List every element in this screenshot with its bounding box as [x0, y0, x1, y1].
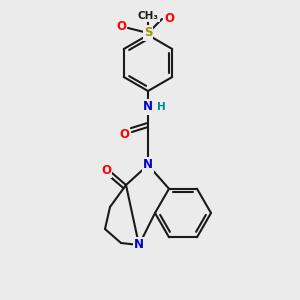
Text: O: O [164, 11, 174, 25]
Text: S: S [144, 26, 152, 40]
Text: O: O [101, 164, 111, 176]
Text: CH₃: CH₃ [137, 11, 158, 21]
Text: H: H [157, 102, 166, 112]
Text: N: N [143, 100, 153, 113]
Text: O: O [116, 20, 126, 34]
Text: N: N [143, 158, 153, 172]
Text: O: O [119, 128, 129, 140]
Text: N: N [134, 238, 144, 251]
